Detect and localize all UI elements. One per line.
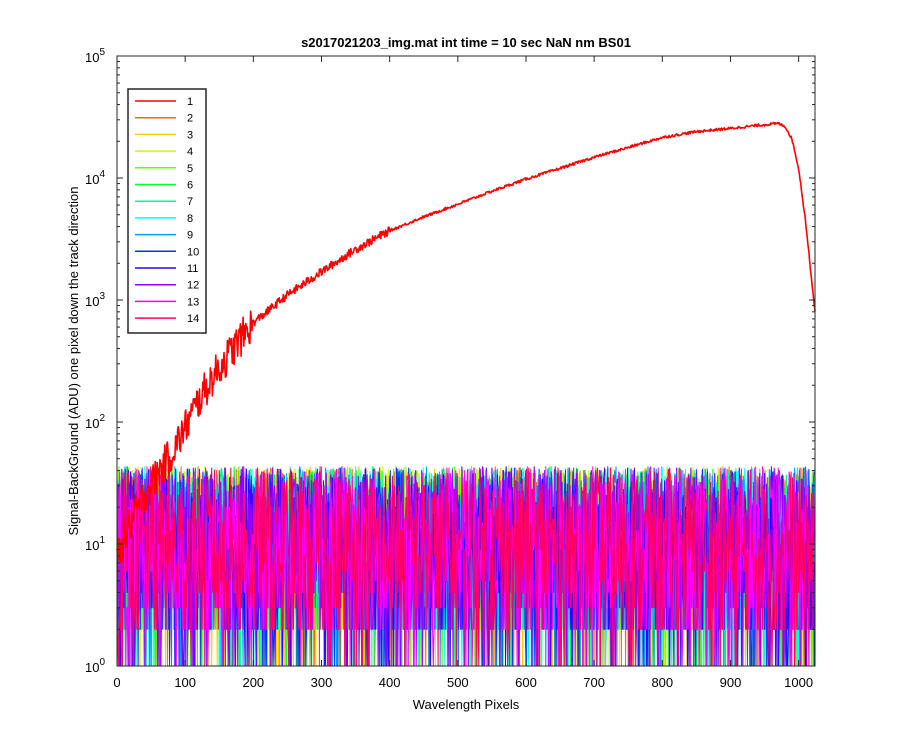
x-tick-label: 600 [515,675,537,690]
x-tick-label: 300 [311,675,333,690]
legend-label-6: 6 [187,180,193,192]
legend-label-4: 4 [187,146,193,158]
y-tick-label: 103 [85,291,105,309]
legend-label-2: 2 [187,113,193,125]
x-axis-label: Wavelength Pixels [413,697,520,712]
y-tick-label: 105 [85,47,105,65]
series-layer [116,121,816,667]
legend-label-1: 1 [187,96,193,108]
y-axis-label: Signal-BackGround (ADU) one pixel down t… [66,186,81,535]
x-tick-label: 400 [379,675,401,690]
x-tick-label: 200 [242,675,264,690]
x-tick-label: 900 [720,675,742,690]
x-tick-label: 500 [447,675,469,690]
legend-box [127,88,207,334]
plot-frame [116,55,816,667]
legend-label-10: 10 [187,246,199,258]
x-tick-label: 100 [174,675,196,690]
x-tick-label: 800 [651,675,673,690]
x-tick-label: 700 [583,675,605,690]
y-tick-label: 102 [85,413,105,431]
ticks-layer: 0 100 200 300 400 500 600 700 800 900 100010010110… [85,47,815,690]
y-tick-label: 100 [85,657,105,675]
legend-label-12: 12 [187,280,199,292]
legend-label-9: 9 [187,230,193,242]
legend-label-11: 11 [187,263,198,275]
legend-label-8: 8 [187,213,193,225]
legend-label-7: 7 [187,196,193,208]
y-tick-label: 101 [85,535,105,553]
x-tick-label: 0 [113,675,120,690]
series-line-14 [116,466,815,667]
y-tick-label: 104 [85,169,105,187]
legend-label-3: 3 [187,129,193,141]
legend-label-13: 13 [187,296,199,308]
series-line-1 [116,121,816,563]
x-tick-label: 1000 [784,675,813,690]
legend-label-14: 14 [187,313,199,325]
legend-label-5: 5 [187,163,193,175]
chart-title: s2017021203_img.mat int time = 10 sec Na… [301,35,631,50]
